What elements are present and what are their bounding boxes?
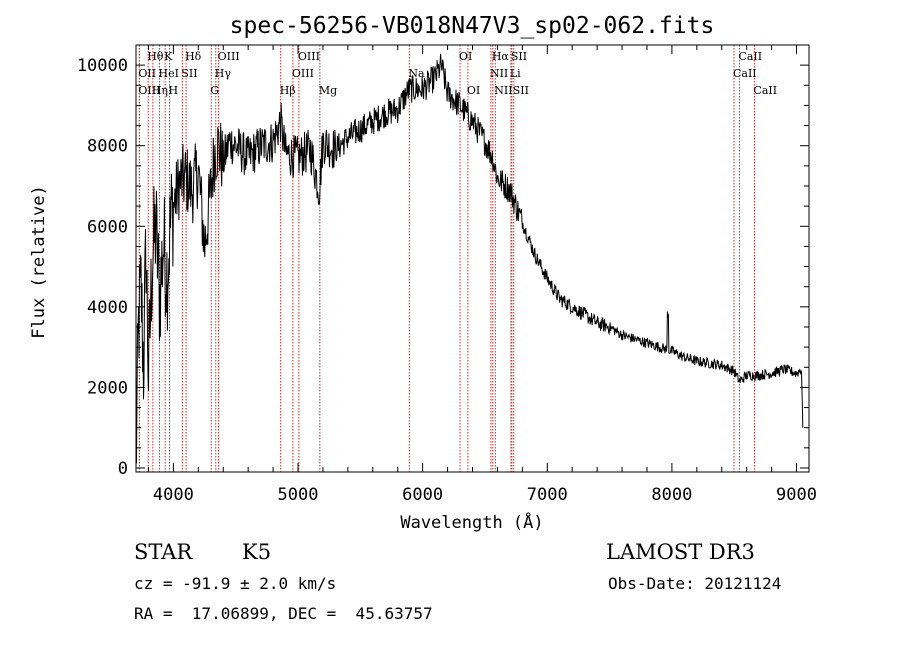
y-tick-label: 2000 bbox=[87, 378, 128, 398]
x-tick-label: 6000 bbox=[402, 485, 443, 505]
y-axis-ticks: 0 2000 4000 6000 8000 10000 bbox=[77, 56, 809, 479]
spectral-line-label: CaII bbox=[733, 67, 757, 80]
spectral-line-label: Hθ bbox=[147, 50, 164, 63]
object-subclass: K5 bbox=[242, 540, 272, 564]
spectral-line-label: NII bbox=[494, 84, 512, 97]
spectral-line-label: Hδ bbox=[185, 50, 202, 63]
spectral-line-label: HeI bbox=[159, 67, 179, 80]
y-tick-label: 6000 bbox=[87, 217, 128, 237]
spectral-line-label: Mg bbox=[319, 84, 337, 97]
spectral-line-markers bbox=[138, 45, 755, 472]
spectral-line-label: CaII bbox=[738, 50, 762, 63]
spectral-line-label: SII bbox=[181, 67, 197, 80]
object-type: STAR bbox=[134, 540, 193, 564]
spectral-line-label: OIII bbox=[298, 50, 320, 63]
observation-date: Obs-Date: 20121124 bbox=[608, 574, 782, 593]
spectral-line-label: H bbox=[169, 84, 179, 97]
x-tick-label: 4000 bbox=[153, 485, 194, 505]
spectral-line-label: SII bbox=[511, 50, 527, 63]
x-axis-label: Wavelength (Å) bbox=[400, 511, 543, 533]
spectral-line-label: OII bbox=[138, 67, 156, 80]
spectral-line-label: OI bbox=[459, 50, 472, 63]
spectral-line-label: Hα bbox=[492, 50, 510, 63]
spectral-line-label: OIII bbox=[138, 84, 160, 97]
x-tick-label: 7000 bbox=[527, 485, 568, 505]
spectral-line-label: Hβ bbox=[280, 84, 296, 97]
x-tick-label: 8000 bbox=[651, 485, 692, 505]
y-tick-label: 4000 bbox=[87, 298, 128, 318]
redshift-cz: cz = -91.9 ± 2.0 km/s bbox=[134, 574, 337, 593]
x-tick-label: 9000 bbox=[776, 485, 817, 505]
x-axis-ticks: 4000 5000 6000 7000 8000 9000 bbox=[147, 45, 817, 505]
spectral-line-label: CaII bbox=[753, 84, 777, 97]
spectral-line-label: Li bbox=[510, 67, 521, 80]
spectral-line-label: OIII bbox=[292, 67, 314, 80]
chart-title: spec-56256-VB018N47V3_sp02-062.fits bbox=[230, 13, 715, 39]
spectral-line-label: OIII bbox=[218, 50, 240, 63]
ra-dec-coordinates: RA = 17.06899, DEC = 45.63757 bbox=[134, 604, 433, 623]
x-tick-label: 5000 bbox=[278, 485, 319, 505]
y-tick-label: 8000 bbox=[87, 137, 128, 157]
spectral-line-label: K bbox=[164, 50, 173, 63]
spectral-line-label: OI bbox=[467, 84, 480, 97]
spectral-line-label: NII bbox=[490, 67, 508, 80]
spectral-line-label: G bbox=[210, 84, 219, 97]
spectral-line-label: SII bbox=[513, 84, 529, 97]
y-tick-label: 0 bbox=[118, 459, 128, 479]
spectral-line-label: Hγ bbox=[215, 67, 232, 80]
plot-frame bbox=[135, 44, 810, 473]
spectral-line-label: Hη bbox=[152, 84, 168, 97]
y-tick-label: 10000 bbox=[77, 56, 128, 76]
spectrum-series-line bbox=[135, 53, 804, 464]
survey-name: LAMOST DR3 bbox=[606, 540, 755, 564]
y-axis-label: Flux (relative) bbox=[29, 185, 49, 339]
